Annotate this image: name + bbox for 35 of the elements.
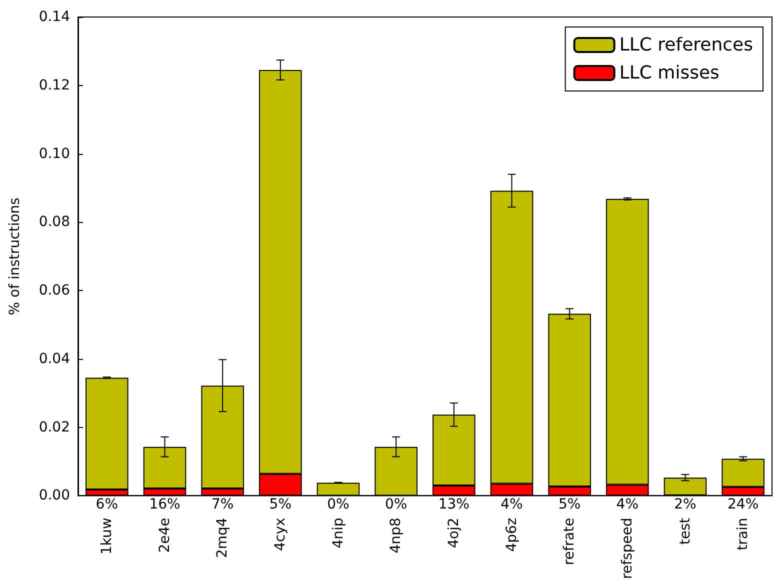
- x-tick-label: refspeed: [619, 518, 636, 580]
- x-tick-label: test: [677, 517, 694, 545]
- x-tick-label: 1kuw: [98, 518, 115, 555]
- legend-label: LLC references: [619, 34, 754, 56]
- annotation: 5%: [558, 496, 581, 513]
- y-tick-label: 0.02: [38, 419, 70, 436]
- x-tick-label: 2mq4: [214, 518, 231, 558]
- x-tick-label: 4cyx: [272, 518, 288, 551]
- y-tick-label: 0.12: [38, 77, 70, 94]
- x-tick-label: 4oj2: [446, 518, 462, 548]
- x-tick-label: train: [735, 518, 752, 550]
- y-axis-title: % of instructions: [7, 198, 23, 316]
- annotation: 6%: [96, 496, 118, 513]
- legend-label: LLC misses: [619, 62, 720, 84]
- y-tick-label: 0.04: [38, 350, 70, 367]
- y-tick-label: 0.08: [38, 214, 70, 230]
- y-tick-label: 0.14: [38, 9, 70, 25]
- x-tick-label: 4nip: [330, 518, 346, 548]
- y-tick-label: 0.10: [38, 146, 70, 162]
- annotation: 5%: [269, 496, 292, 513]
- x-tick-label: 4p6z: [504, 518, 520, 552]
- annotation: 4%: [616, 496, 639, 513]
- x-tick-label: 4np8: [388, 518, 404, 554]
- y-tick-label: 0.00: [38, 488, 70, 504]
- x-tick-label: 2e4e: [156, 518, 173, 553]
- annotation: 13%: [438, 496, 470, 513]
- y-tick-label: 0.06: [38, 282, 70, 299]
- annotation: 0%: [384, 496, 408, 513]
- annotation: 24%: [728, 496, 759, 513]
- annotation: 7%: [211, 496, 234, 513]
- x-tick-label: refrate: [562, 518, 578, 566]
- annotation: 0%: [327, 496, 350, 513]
- annotation: 4%: [500, 496, 523, 513]
- annotation: 2%: [674, 496, 696, 513]
- annotation: 16%: [149, 496, 180, 513]
